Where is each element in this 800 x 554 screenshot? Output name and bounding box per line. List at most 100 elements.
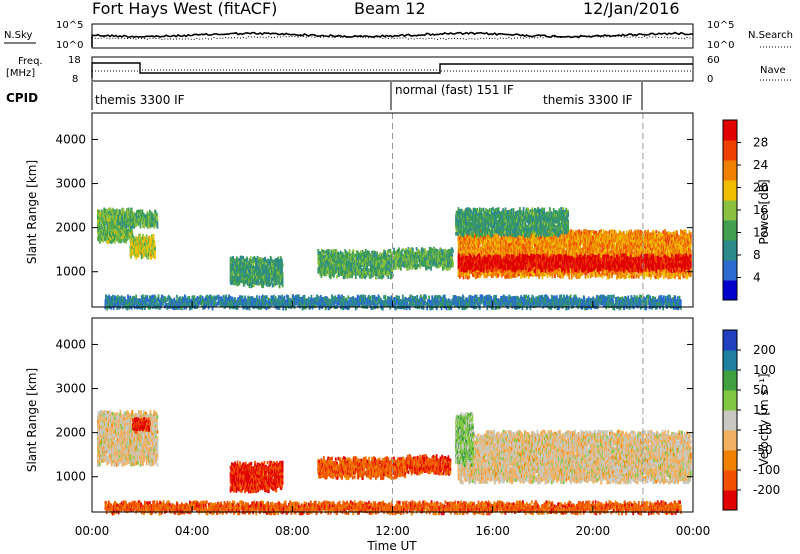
data-cell [452, 249, 454, 253]
data-cell [395, 265, 397, 270]
freq-tick-bottom: 8 [72, 74, 78, 85]
freq-unit-label: [MHz] [6, 68, 35, 79]
data-cell [384, 250, 387, 255]
data-cell [415, 247, 418, 251]
noise-right-tick-bottom: 10^0 [707, 40, 734, 51]
data-cell [546, 274, 549, 279]
data-cell [417, 249, 420, 253]
data-cell [406, 267, 409, 271]
data-cell [492, 274, 494, 278]
data-cell [281, 263, 284, 267]
data-cell [430, 264, 432, 268]
data-cell [363, 272, 366, 277]
data-cell [281, 268, 283, 272]
data-cell [375, 276, 377, 280]
nave-tick-top: 60 [707, 55, 720, 66]
data-cell [328, 249, 330, 253]
data-cell [400, 267, 402, 271]
data-cell [551, 275, 554, 279]
data-cell [154, 255, 156, 260]
data-cell [424, 249, 427, 253]
data-cell [451, 256, 454, 260]
data-cell [131, 229, 134, 234]
data-cell [156, 221, 159, 226]
data-cell [458, 275, 461, 279]
noise-left-tick-top: 10^5 [56, 20, 83, 31]
data-cell [137, 254, 140, 258]
data-cell [262, 284, 265, 289]
data-cell [451, 253, 454, 257]
data-cell [149, 245, 152, 249]
data-cell [522, 243, 525, 247]
data-cell [154, 250, 156, 254]
data-cell [323, 250, 325, 254]
data-cell [112, 208, 115, 213]
data-cell [376, 251, 378, 255]
data-cell [462, 276, 465, 280]
data-cell [382, 274, 385, 279]
data-cell [281, 259, 283, 263]
data-cell [354, 275, 357, 279]
data-cell [393, 247, 395, 252]
data-cell [120, 238, 123, 243]
data-cell [147, 256, 149, 260]
data-cell [539, 242, 542, 246]
freq-tick-top: 18 [68, 55, 81, 66]
cpid-segment-3: themis 3300 IF [543, 93, 633, 107]
data-cell [146, 210, 149, 215]
data-cell [119, 212, 122, 216]
data-cell [150, 256, 152, 260]
data-cell [252, 283, 255, 288]
data-cell [352, 249, 355, 253]
data-cell [281, 281, 284, 285]
station-title: Fort Hays West (fitACF) [92, 0, 277, 18]
data-cell [398, 247, 400, 251]
data-cell [281, 275, 284, 279]
power-heatmap [97, 113, 692, 311]
data-cell [152, 234, 155, 238]
data-cell [507, 240, 510, 244]
cpid-label: CPID [6, 91, 38, 105]
data-cell [248, 284, 251, 289]
data-cell [281, 278, 284, 282]
data-cell [468, 275, 471, 279]
data-cell [281, 284, 284, 288]
freq-panel-frame [91, 56, 694, 82]
data-cell [430, 267, 432, 271]
nave-tick-bottom: 0 [707, 74, 713, 85]
data-cell [452, 264, 454, 268]
data-cell [117, 224, 120, 229]
data-cell [472, 273, 475, 278]
data-cell [365, 248, 367, 253]
noise-left-tick-bottom: 10^0 [56, 40, 83, 51]
data-cell [149, 209, 151, 214]
data-cell [122, 209, 125, 214]
data-cell [140, 255, 143, 260]
data-cell [153, 224, 156, 229]
data-cell [261, 258, 264, 262]
freq-label: Freq. [18, 56, 43, 67]
data-cell [102, 238, 104, 243]
data-cell [281, 272, 284, 276]
data-cell [568, 276, 571, 280]
data-cell [374, 251, 377, 255]
data-cell [348, 249, 351, 253]
data-cell [156, 224, 159, 229]
data-cell [139, 224, 142, 229]
data-cell [333, 274, 335, 278]
data-cell [156, 218, 159, 223]
noise-right-label: N.Search [748, 30, 793, 41]
noise-sky-series [91, 31, 694, 47]
data-cell [387, 275, 390, 279]
data-cell [469, 246, 472, 251]
data-cell [107, 240, 110, 244]
date-title: 12/Jan/2016 [583, 0, 680, 18]
data-cell [405, 249, 408, 254]
data-cell [339, 250, 342, 255]
nave-series [92, 69, 693, 72]
cpid-segment-1: themis 3300 IF [95, 93, 185, 107]
nave-label: Nave [760, 65, 786, 76]
data-cell [150, 234, 153, 238]
data-cell [249, 256, 252, 260]
